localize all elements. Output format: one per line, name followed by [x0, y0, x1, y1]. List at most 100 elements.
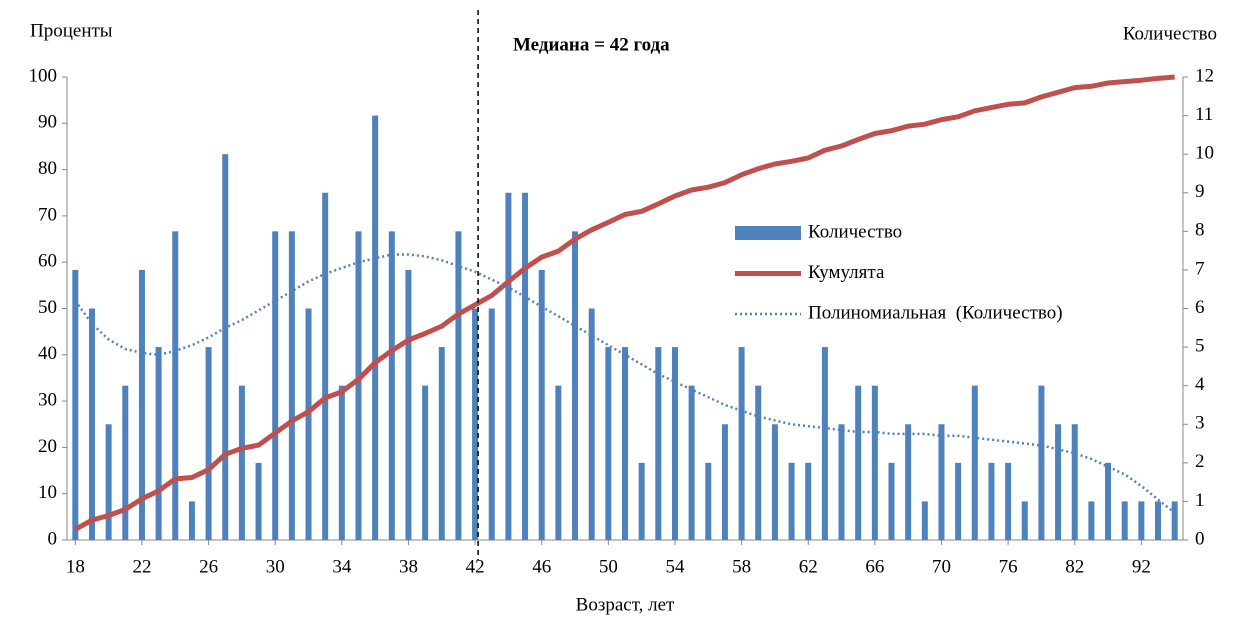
bar	[905, 424, 912, 540]
y2-tick-label: 4	[1195, 374, 1205, 395]
x-tick-label: 42	[466, 556, 485, 577]
bar	[821, 347, 828, 540]
bar	[305, 308, 312, 540]
bar	[538, 269, 545, 540]
x-tick-label: 50	[599, 556, 618, 577]
bar	[638, 462, 645, 540]
y2-axis-label: Количество	[1123, 23, 1217, 44]
y-tick-label: 10	[38, 482, 57, 503]
y-tick-label: 100	[29, 65, 58, 86]
x-tick-label: 46	[532, 556, 551, 577]
bar	[1021, 501, 1028, 540]
bar	[172, 231, 179, 541]
bar	[838, 424, 845, 540]
bar	[988, 462, 995, 540]
bar	[921, 501, 928, 540]
x-tick-label: 30	[266, 556, 285, 577]
bar	[771, 424, 778, 540]
bar	[522, 192, 529, 540]
bar	[388, 231, 395, 541]
bar	[138, 269, 145, 540]
bar	[105, 424, 112, 540]
y-tick-label: 80	[38, 158, 57, 179]
y-tick-label: 60	[38, 251, 57, 272]
bar	[438, 347, 445, 540]
bar	[122, 385, 129, 540]
bar	[422, 385, 429, 540]
y2-tick-label: 11	[1195, 104, 1213, 125]
legend-label: Полиномиальная (Количество)	[808, 302, 1063, 323]
y2-tick-label: 6	[1195, 297, 1205, 318]
bar	[1121, 501, 1128, 540]
bar	[871, 385, 878, 540]
bar	[1071, 424, 1078, 540]
x-axis-label: Возраст, лет	[576, 594, 675, 615]
x-tick-label: 38	[399, 556, 418, 577]
y-tick-label: 0	[48, 528, 58, 549]
y2-tick-label: 2	[1195, 451, 1205, 472]
bar	[738, 347, 745, 540]
legend-label: Количество	[808, 221, 902, 242]
bar	[1038, 385, 1045, 540]
bar	[622, 347, 628, 540]
bar	[272, 231, 279, 541]
y2-tick-label: 5	[1195, 335, 1205, 356]
bar	[805, 462, 812, 540]
bar	[755, 385, 762, 540]
bar	[955, 462, 962, 540]
bar	[455, 231, 462, 541]
bar	[338, 385, 345, 540]
bar	[572, 231, 579, 541]
y2-tick-label: 3	[1195, 413, 1205, 434]
bar	[155, 347, 162, 540]
x-tick-label: 22	[132, 556, 151, 577]
legend-label: Кумулята	[808, 262, 885, 283]
y2-tick-label: 8	[1195, 220, 1205, 241]
x-tick-label: 18	[66, 556, 85, 577]
bar	[405, 269, 412, 540]
bar	[1105, 462, 1112, 540]
x-tick-label: 58	[732, 556, 751, 577]
bar	[605, 347, 612, 540]
x-tick-label: 82	[1065, 556, 1084, 577]
x-tick-label: 26	[199, 556, 218, 577]
median-annotation: Медиана = 42 года	[513, 34, 670, 55]
bar	[238, 385, 245, 540]
y-tick-label: 50	[38, 297, 57, 318]
bar	[355, 231, 362, 541]
bar	[1138, 501, 1145, 540]
bar	[88, 308, 95, 540]
line	[74, 74, 1175, 532]
bar	[72, 269, 79, 540]
bar	[721, 424, 728, 540]
y2-tick-label: 1	[1195, 490, 1205, 511]
bar	[555, 385, 562, 540]
y2-tick-label: 9	[1195, 181, 1205, 202]
y-tick-label: 70	[38, 204, 57, 225]
bar	[855, 385, 862, 540]
x-tick-label: 66	[865, 556, 884, 577]
bar	[971, 385, 978, 540]
legend-swatch	[735, 226, 801, 240]
x-tick-label: 34	[332, 556, 352, 577]
bar	[205, 347, 212, 540]
bar	[488, 308, 495, 540]
y-tick-label: 30	[38, 389, 57, 410]
bar	[288, 231, 295, 541]
x-tick-label: 92	[1132, 556, 1151, 577]
y2-tick-label: 10	[1195, 143, 1214, 164]
bar	[1155, 501, 1162, 540]
x-tick-label: 76	[999, 556, 1018, 577]
bar	[1055, 424, 1062, 540]
bar	[472, 308, 479, 540]
bar	[655, 347, 662, 540]
bar	[788, 462, 795, 540]
bar	[322, 192, 329, 540]
bar	[372, 115, 379, 540]
bar	[1005, 462, 1012, 540]
bar	[671, 347, 678, 540]
y-tick-label: 40	[38, 343, 57, 364]
bar	[188, 501, 195, 540]
x-tick-label: 62	[799, 556, 818, 577]
y-tick-label: 20	[38, 436, 57, 457]
